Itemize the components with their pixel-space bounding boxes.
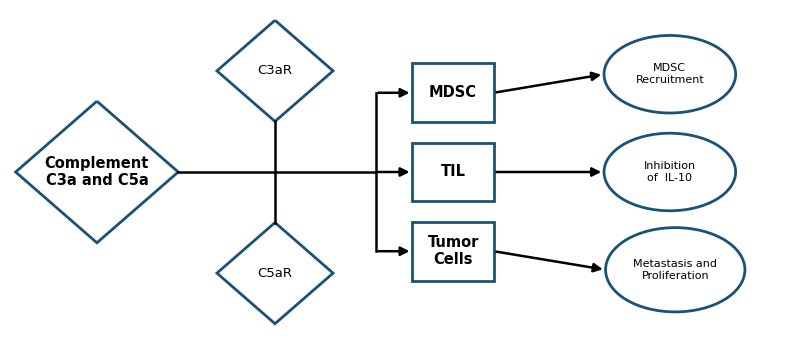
Bar [412,63,494,122]
Text: MDSC
Recruitment: MDSC Recruitment [635,63,704,85]
Bar [412,222,494,281]
Text: C5aR: C5aR [258,267,292,280]
Text: Complement
C3a and C5a: Complement C3a and C5a [45,156,149,188]
Text: C3aR: C3aR [258,64,292,77]
Text: MDSC: MDSC [429,85,477,100]
Text: Inhibition
of  IL-10: Inhibition of IL-10 [644,161,696,183]
Text: TIL: TIL [441,164,465,180]
Bar [412,142,494,202]
Text: Metastasis and
Proliferation: Metastasis and Proliferation [634,259,717,281]
Text: Tumor
Cells: Tumor Cells [427,235,479,267]
